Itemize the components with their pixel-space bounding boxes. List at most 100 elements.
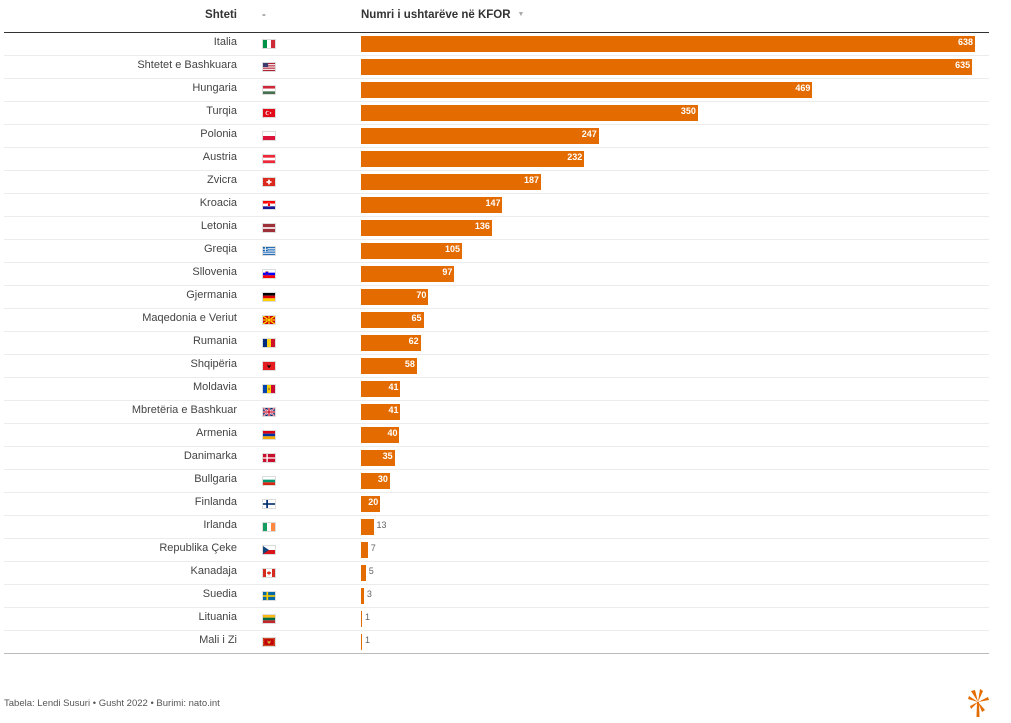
usa-flag-icon [262,62,276,72]
bar[interactable] [361,427,400,443]
country-name: Gjermania [186,289,237,301]
denmark-flag-icon [262,453,276,463]
bar[interactable] [361,197,503,213]
bar-value-label: 635 [955,60,971,70]
bar[interactable] [361,243,463,259]
bar[interactable] [361,381,401,397]
bar-value-label: 187 [523,175,539,185]
romania-flag-icon [262,338,276,348]
bar-value-label: 5 [368,566,374,576]
country-name: Kanadaja [190,565,238,577]
bar[interactable] [361,59,973,75]
bar[interactable] [361,450,395,466]
table-row: Polonia 247 [4,125,989,148]
bar-value-label: 136 [474,221,490,231]
bar-value-label: 469 [795,83,811,93]
bar-value-label: 1 [365,612,371,622]
column-header-country[interactable]: Shteti [205,9,237,21]
country-name: Armenia [196,427,237,439]
bar[interactable] [361,82,813,98]
footer-credit: Tabela: Lendi Susuri • Gusht 2022 • Buri… [4,698,220,709]
turkey-flag-icon [262,108,276,118]
bar-value-label: 70 [416,290,427,300]
bar[interactable] [361,404,401,420]
bar[interactable] [361,611,362,627]
bar[interactable] [361,151,585,167]
table-header: Shteti - Numri i ushtarëve në KFOR ▼ [4,0,989,33]
bar-value-label: 7 [370,543,376,553]
country-name: Irlanda [203,519,237,531]
table-row: Danimarka 35 [4,447,989,470]
bar-value-label: 41 [388,382,399,392]
table-row: Moldavia 41 [4,378,989,401]
table-row: Greqia 105 [4,240,989,263]
country-name: Maqedonia e Veriut [142,312,237,324]
country-name: Moldavia [192,381,237,393]
country-name: Austria [202,151,237,163]
country-name: Letonia [200,220,237,232]
table-row: Maqedonia e Veriut 65 [4,309,989,332]
germany-flag-icon [262,292,276,302]
table-row: Shtetet e Bashkuara 635 [4,56,989,79]
country-name: Danimarka [183,450,237,462]
switzerland-flag-icon [262,177,276,187]
bar[interactable] [361,105,698,121]
country-name: Italia [213,36,237,48]
montenegro-flag-icon [262,637,276,647]
bar[interactable] [361,496,381,512]
north-macedonia-flag-icon [262,315,276,325]
column-header-flag[interactable]: - [262,9,266,21]
italy-flag-icon [262,39,276,49]
bulgaria-flag-icon [262,476,276,486]
bar[interactable] [361,220,492,236]
table-row: Gjermania 70 [4,286,989,309]
bar[interactable] [361,634,362,650]
poland-flag-icon [262,131,276,141]
bar[interactable] [361,588,364,604]
bar[interactable] [361,519,374,535]
canada-flag-icon [262,568,276,578]
country-name: Greqia [203,243,237,255]
ireland-flag-icon [262,522,276,532]
bar[interactable] [361,542,368,558]
table-row: Hungaria 469 [4,79,989,102]
bar-value-label: 65 [411,313,422,323]
bar[interactable] [361,266,455,282]
uk-flag-icon [262,407,276,417]
table-row: Zvicra 187 [4,171,989,194]
bar-chart-rows: Italia 638 Shtetet e Bashkuara 635 Hungaria 4… [4,33,989,654]
bar[interactable] [361,358,417,374]
bar[interactable] [361,289,429,305]
table-row: Suedia 3 [4,585,989,608]
bar-value-label: 147 [485,198,501,208]
country-name: Mbretëria e Bashkuar [131,404,237,416]
austria-flag-icon [262,154,276,164]
czechia-flag-icon [262,545,276,555]
country-name: Kroacia [199,197,237,209]
albania-flag-icon [262,361,276,371]
table-row: Kanadaja 5 [4,562,989,585]
bar[interactable] [361,174,541,190]
bar-value-label: 3 [366,589,372,599]
table-row: Kroacia 147 [4,194,989,217]
column-header-value[interactable]: Numri i ushtarëve në KFOR ▼ [361,9,524,21]
sort-down-icon[interactable]: ▼ [517,11,525,19]
latvia-flag-icon [262,223,276,233]
bar[interactable] [361,312,424,328]
greece-flag-icon [262,246,276,256]
bar[interactable] [361,565,366,581]
slovenia-flag-icon [262,269,276,279]
bar[interactable] [361,36,975,52]
bar-value-label: 35 [382,451,393,461]
bar-value-label: 62 [408,336,419,346]
bar[interactable] [361,335,421,351]
hungary-flag-icon [262,85,276,95]
table-row: Irlanda 13 [4,516,989,539]
bar-value-label: 97 [442,267,453,277]
table-row: Mali i Zi 1 [4,631,989,654]
bar[interactable] [361,473,390,489]
armenia-flag-icon [262,430,276,440]
bar[interactable] [361,128,599,144]
rfe-rl-logo-icon [968,689,989,717]
table-row: Rumania 62 [4,332,989,355]
